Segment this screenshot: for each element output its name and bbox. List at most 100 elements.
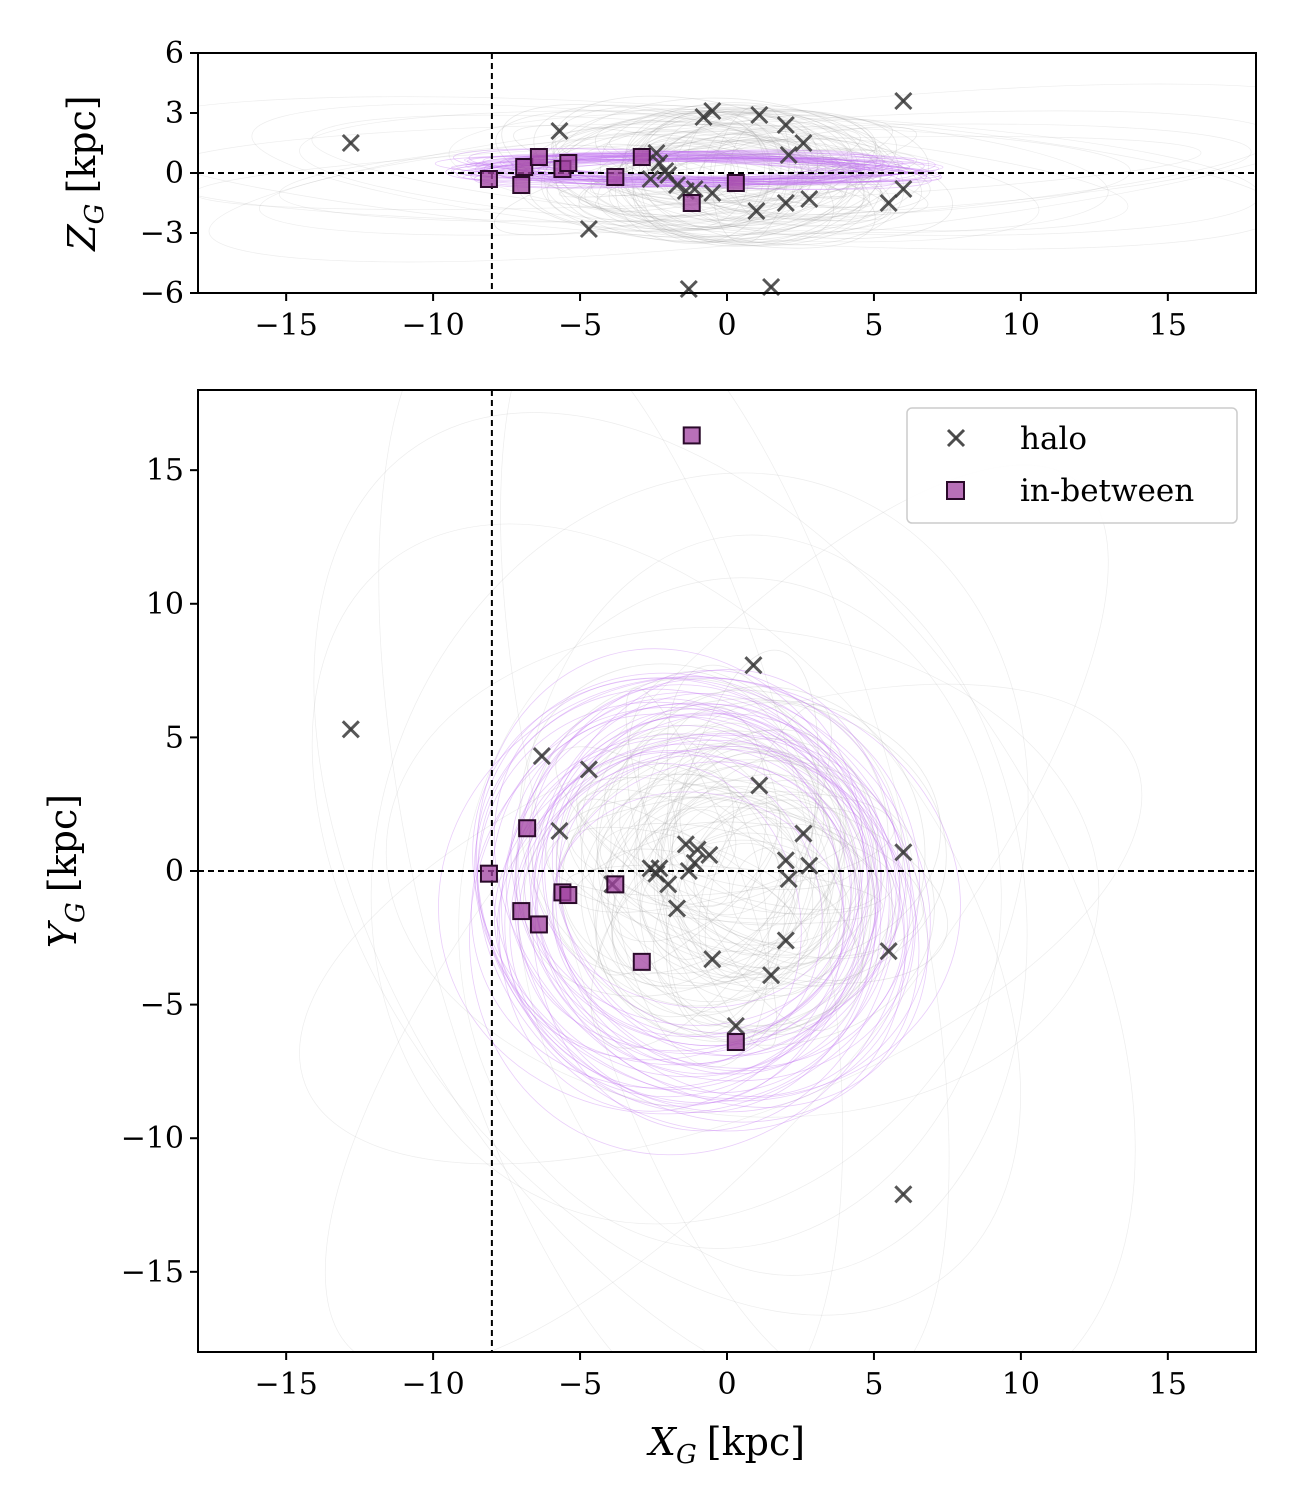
in-between-orbit-trace [477,701,906,1132]
in-between-orbit-trace [507,154,922,184]
halo-orbit-trace [625,107,858,244]
halo-orbit-trace [556,724,836,1007]
y-tick-label: 0 [165,156,184,191]
halo-orbit-trace [448,112,1109,234]
in-between-point [515,158,534,176]
halo-orbit-trace [311,523,1021,1316]
halo-orbit-trace [378,390,844,1352]
halo-orbit-trace [638,733,831,965]
halo-point [679,279,698,299]
halo-point [744,656,763,675]
halo-orbit-trace [609,133,929,213]
x-tick-label: 0 [717,1367,736,1402]
halo-orbit-trace [577,128,861,210]
halo-orbit-trace [501,104,876,249]
halo-point [750,776,769,795]
in-between-orbit-trace [498,670,864,1112]
in-between-orbit-trace [482,152,943,186]
xy-x-ticks: −15 −10 −5 0 5 10 15 [255,1352,1187,1402]
in-between-point [606,168,625,186]
in-between-orbit-trace [518,734,897,1078]
x-tick-label: 5 [864,308,883,343]
halo-orbit-trace [597,802,782,976]
halo-point [688,840,707,859]
in-between-orbit-trace [438,676,920,1115]
halo-orbit-trace [614,104,819,245]
halo-orbit-trace [299,683,1143,1165]
halo-point [679,861,698,881]
halo-orbit-trace [662,795,842,976]
x-tick-label: 0 [717,308,736,343]
halo-orbit-trace [493,118,893,236]
in-between-point [726,1033,745,1052]
halo-orbit-trace [251,103,1040,243]
in-between-orbit-trace [475,672,916,1113]
halo-orbit-trace [278,123,1252,223]
halo-point [800,856,819,875]
in-between-orbit-trace [548,160,874,178]
y-tick-label: −15 [121,1255,184,1290]
in-between-point [682,194,701,212]
halo-orbit-trace [595,786,802,1018]
halo-orbit-trace [519,663,873,1035]
halo-orbit-trace [550,126,889,226]
halo-orbit-trace [654,119,883,223]
halo-orbit-trace [632,110,878,241]
halo-orbit-trace [712,104,790,244]
halo-orbit-trace [552,131,931,215]
halo-point [694,107,713,127]
halo-orbit-trace [669,809,737,877]
halo-point [703,101,722,121]
halo-orbit-trace [633,702,889,1002]
halo-point [703,183,722,203]
in-between-orbit-trace [555,714,876,1057]
halo-point [776,193,795,213]
halo-point [650,153,669,173]
halo-point [726,1016,745,1036]
in-between-orbit-trace [530,748,901,1047]
x-tick-label: −10 [401,308,464,343]
halo-point [579,760,598,779]
halo-point [747,201,766,221]
halo-orbit-trace [637,821,894,915]
halo-orbit-trace [311,114,1129,232]
halo-point [641,169,660,189]
halo-orbit-trace [198,96,1256,250]
in-between-orbit-trace [475,153,918,185]
in-between-orbit-trace [537,158,862,180]
halo-orbit-trace [606,738,879,985]
in-between-point [512,176,531,194]
y-tick-label: 0 [165,854,184,889]
legend-halo-label: halo [1020,421,1087,457]
in-between-orbit-trace [469,677,912,1156]
halo-point [794,133,813,153]
in-between-orbit-trace [544,156,840,182]
halo-orbit-trace [665,141,825,200]
in-between-orbit-trace [501,703,863,1107]
halo-orbit-trace [258,110,1256,236]
halo-orbit-trace [679,765,857,915]
halo-orbit-trace [580,689,904,1028]
xy-x-axis-title: XG [kpc] [646,1420,805,1470]
halo-orbit-trace [635,706,768,960]
in-between-point [632,148,651,166]
x-tick-label: 10 [1002,308,1040,343]
halo-point [776,931,795,950]
halo-orbit-trace [611,823,862,986]
halo-orbit-trace [660,786,863,985]
y-tick-label: 3 [165,96,184,131]
in-between-orbit-trace [510,713,860,1047]
x-tick-label: −5 [558,1367,602,1402]
halo-point [341,720,360,739]
in-between-orbit-trace [517,684,869,1075]
halo-point [685,853,704,873]
halo-orbit-trace [622,746,876,1032]
halo-orbit-trace [644,806,859,890]
in-between-point [606,875,625,894]
halo-point [550,821,569,840]
halo-orbit-trace [458,577,1002,1249]
x-tick-label: −15 [255,308,318,343]
in-between-orbit-trace [514,698,845,1105]
y-tick-label: −6 [140,276,184,311]
in-between-orbit-trace [532,750,844,1009]
